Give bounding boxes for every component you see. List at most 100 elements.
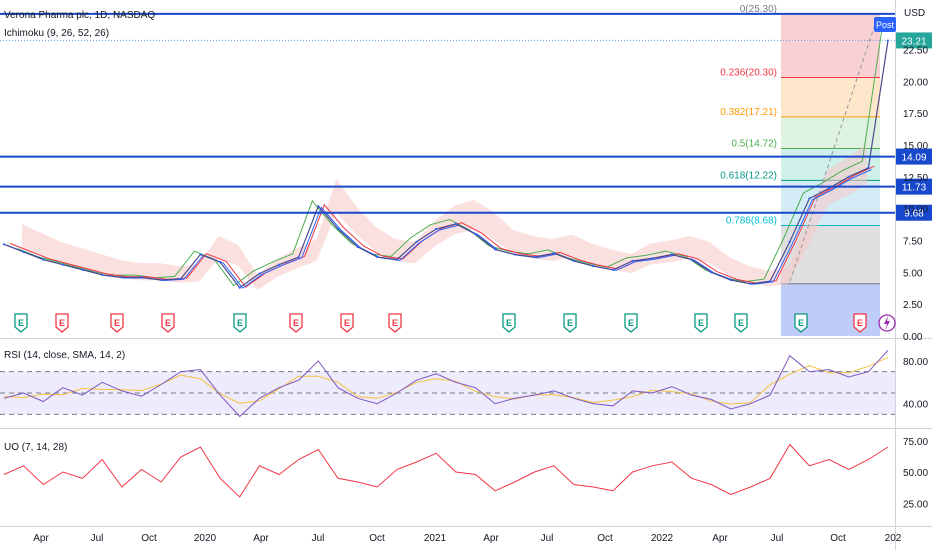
earnings-event-icon[interactable] xyxy=(388,313,402,333)
price-point xyxy=(435,227,438,231)
price-point xyxy=(22,250,25,254)
price-point xyxy=(2,243,6,246)
earnings-event-icon[interactable] xyxy=(502,313,516,333)
fib-zone xyxy=(781,77,880,117)
price-point xyxy=(160,278,163,282)
price-point xyxy=(533,255,536,259)
earnings-event-icon[interactable] xyxy=(55,313,69,333)
price-point xyxy=(219,261,222,264)
price-tag-label: 11.73 xyxy=(902,183,927,194)
price-tick-label: 22.50 xyxy=(903,45,928,56)
price-tick-label: 10.00 xyxy=(903,205,928,216)
time-tick-label: Oct xyxy=(597,533,613,544)
fib-level-label: 0.382(17.21) xyxy=(720,107,777,118)
chikou-span-line xyxy=(17,28,883,287)
price-tag xyxy=(896,148,932,165)
rsi-tick-label: 80.00 xyxy=(903,357,928,368)
price-point xyxy=(769,280,772,283)
time-tick-label: Jul xyxy=(771,533,784,544)
fib-level-label: 0(25.30) xyxy=(740,4,777,15)
price-tick-label: 2.50 xyxy=(903,300,923,311)
earnings-event-icon[interactable] xyxy=(794,313,808,333)
price-point xyxy=(847,175,850,178)
axes: 22.50 20.00 17.50 15.00 12.50 10.00 7.50 5.00 2.… xyxy=(33,45,928,544)
price-point xyxy=(42,258,45,261)
earnings-event-letter: E xyxy=(165,318,171,328)
time-tick-label: Apr xyxy=(33,533,49,544)
time-tick-label: Jul xyxy=(91,533,104,544)
earnings-event-letter: E xyxy=(114,318,120,328)
rsi-line xyxy=(3,349,889,418)
uo-legend[interactable]: UO (7, 14, 28) xyxy=(4,442,67,453)
price-point xyxy=(61,263,64,266)
earnings-event-icon[interactable] xyxy=(734,313,748,333)
earnings-event-letter: E xyxy=(628,318,634,328)
price-tick-label: 20.00 xyxy=(903,77,928,88)
price-point xyxy=(179,277,182,280)
earnings-event-icon[interactable] xyxy=(853,313,867,333)
fib-zone xyxy=(781,116,880,149)
price-tag-label: 23.21 xyxy=(901,36,926,47)
rsi-legend[interactable]: RSI (14, close, SMA, 14, 2) xyxy=(4,350,125,361)
price-point xyxy=(277,263,281,266)
price-point xyxy=(592,264,595,268)
price-point xyxy=(651,257,654,260)
horizontal-levels[interactable]: 23.21 14.09 11.73 9.68 xyxy=(0,12,932,221)
earnings-event-letter: E xyxy=(738,318,744,328)
symbol-title[interactable]: Verona Pharma plc, 1D, NASDAQ xyxy=(4,10,155,21)
price-tick-label: 0.00 xyxy=(903,332,923,343)
time-tick-label: 2022 xyxy=(651,533,674,544)
price-point xyxy=(395,258,398,261)
lightning-bolt-icon xyxy=(884,316,890,330)
price-point xyxy=(572,259,575,262)
earnings-event-icon[interactable] xyxy=(14,313,28,333)
price-point xyxy=(199,253,202,256)
uo-pane xyxy=(3,443,889,498)
price-point xyxy=(454,222,457,225)
price-point xyxy=(258,272,261,275)
price-point xyxy=(494,248,497,251)
price-point xyxy=(631,259,634,262)
time-tick-label: 2021 xyxy=(424,533,447,544)
ichimoku-legend[interactable]: Ichimoku (9, 26, 52, 26) xyxy=(4,28,109,39)
time-tick-label: Oct xyxy=(141,533,157,544)
price-point xyxy=(729,278,732,282)
currency-label: USD xyxy=(904,8,925,19)
price-point xyxy=(552,252,556,255)
earnings-event-icon[interactable] xyxy=(289,313,303,333)
price-line xyxy=(3,40,889,289)
price-point xyxy=(101,273,104,276)
earnings-event-icon[interactable] xyxy=(694,313,708,333)
price-point xyxy=(120,276,123,279)
earnings-event-icon[interactable] xyxy=(110,313,124,333)
earnings-event-letter: E xyxy=(59,318,65,328)
uo-tick-label: 50.00 xyxy=(903,468,928,479)
uo-tick-label: 25.00 xyxy=(903,499,928,510)
price-point xyxy=(238,286,241,289)
price-tick-label: 17.50 xyxy=(903,109,928,120)
price-point xyxy=(336,227,340,231)
price-point xyxy=(788,240,791,243)
time-tick-label: 202 xyxy=(885,533,902,544)
earnings-event-icon[interactable] xyxy=(340,313,354,333)
price-point xyxy=(81,268,84,271)
earnings-event-icon[interactable] xyxy=(233,313,247,333)
post-badge[interactable] xyxy=(874,17,896,32)
earnings-event-icon[interactable] xyxy=(161,313,175,333)
price-point xyxy=(828,187,831,190)
price-point xyxy=(474,233,477,236)
price-tick-label: 15.00 xyxy=(903,141,928,152)
price-tag xyxy=(896,204,932,221)
fib-level-label: 0.236(20.30) xyxy=(720,67,777,78)
uo-line xyxy=(3,443,889,498)
projection-line[interactable] xyxy=(789,14,879,282)
earnings-event-icon[interactable] xyxy=(563,313,577,333)
time-tick-label: Oct xyxy=(830,533,846,544)
time-tick-label: Apr xyxy=(253,533,269,544)
price-point xyxy=(808,197,811,200)
price-point xyxy=(710,271,713,274)
earnings-event-letter: E xyxy=(567,318,573,328)
earnings-event-icon[interactable] xyxy=(624,313,638,333)
